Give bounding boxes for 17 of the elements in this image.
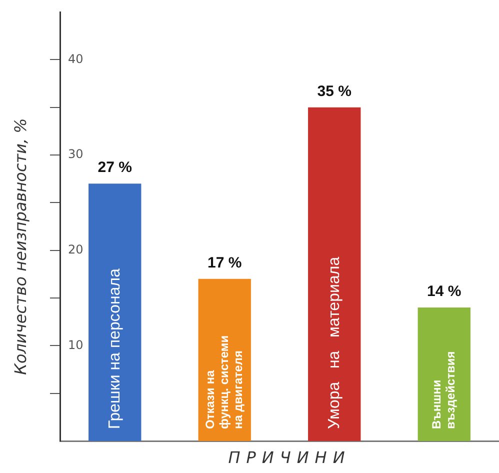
x-axis-title: ПРИЧИНИ — [228, 448, 351, 468]
bar — [308, 107, 361, 441]
x-tick-label: Откази на функц. системи на двигателя — [202, 335, 245, 429]
y-axis-title: Количество неизправности, % — [11, 118, 30, 375]
data-label: 35 % — [317, 82, 352, 100]
y-tick-label: 30 — [68, 147, 84, 162]
y-tick-label: 20 — [68, 242, 84, 256]
bar — [418, 308, 470, 441]
x-tick-label: Умора на материала — [326, 256, 343, 429]
bar — [88, 184, 142, 441]
x-tick-label: Грешки на персонала — [106, 268, 124, 429]
data-label: 27 % — [98, 159, 132, 176]
x-tick-label: Външни въздействия — [429, 351, 458, 429]
y-tick-label: 40 — [68, 52, 84, 66]
data-label: 17 % — [208, 254, 242, 272]
y-tick-label: 10 — [68, 338, 84, 352]
data-label: 14 % — [427, 283, 462, 300]
